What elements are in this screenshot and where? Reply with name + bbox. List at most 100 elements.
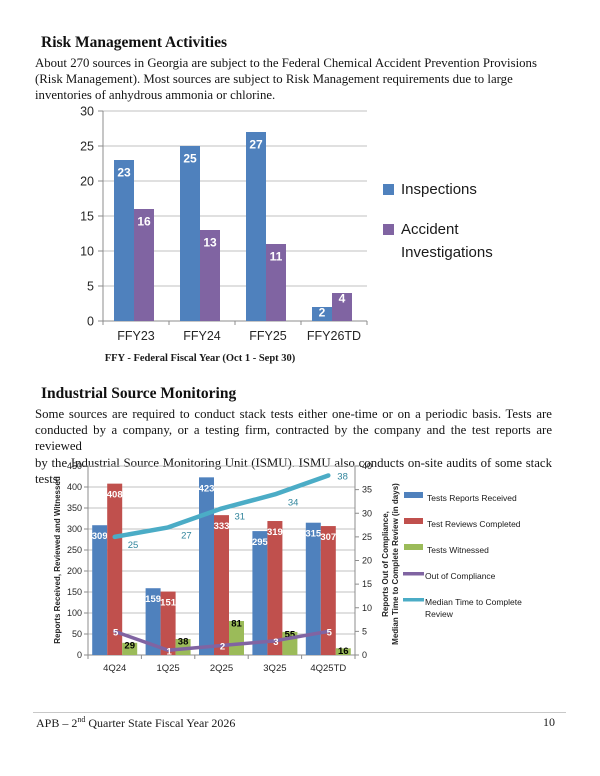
category-label: 2Q25 — [210, 663, 233, 674]
bar-data-label: 319 — [267, 527, 283, 538]
right-axis-title: Median Time to Complete Review (in days) — [391, 483, 400, 645]
category-label: FFY25 — [249, 329, 287, 343]
bar-data-label: 315 — [305, 529, 322, 540]
line-data-label: 5 — [113, 627, 119, 638]
paragraph-line: About 270 sources in Georgia are subject… — [35, 56, 537, 70]
bar-data-label: 307 — [320, 532, 336, 543]
category-label: FFY23 — [117, 329, 155, 343]
legend-marker — [383, 184, 394, 195]
bar-data-label: 29 — [124, 640, 135, 651]
legend-label: Out of Compliance — [425, 571, 496, 581]
risk-management-chart: 0 5 10 15 20 25 30 23 16 FFY23 25 13 FFY24 27 11 FFY25 2… — [80, 105, 493, 364]
line-data-label: 34 — [288, 497, 299, 508]
left-axis-title: Reports Received, Reviewed and Witnessed — [53, 476, 62, 644]
footer-divider — [33, 712, 566, 713]
y-tick-label: 30 — [80, 105, 94, 119]
category-label: 4Q25TD — [310, 663, 346, 674]
line-data-label: 1 — [166, 646, 172, 657]
legend-marker — [403, 572, 424, 576]
footer-text: APB – 2nd Quarter State Fiscal Year 2026 — [36, 715, 235, 731]
right-tick-label: 25 — [362, 532, 372, 542]
y-tick-label: 10 — [80, 245, 94, 259]
bar-data-label: 295 — [252, 537, 269, 548]
right-tick-label: 20 — [362, 556, 372, 566]
bar-data-label: 13 — [203, 236, 217, 250]
right-tick-label: 40 — [362, 461, 372, 471]
left-tick-label: 100 — [67, 608, 82, 618]
line-data-label: 3 — [273, 637, 278, 648]
left-tick-label: 250 — [67, 545, 82, 555]
legend-label: Test Reviews Completed — [427, 519, 521, 529]
bar-data-label: 25 — [183, 152, 197, 166]
legend-marker — [383, 224, 394, 235]
bar-data-label: 423 — [199, 483, 215, 494]
y-tick-label: 20 — [80, 175, 94, 189]
bar-tests-witnessed — [229, 620, 244, 655]
legend-label: Inspections — [401, 181, 477, 198]
bar-tests-reports-received — [199, 477, 214, 655]
bar-inspections — [180, 146, 200, 321]
left-tick-label: 50 — [72, 629, 82, 639]
bar-data-label: 159 — [145, 594, 161, 605]
legend-marker — [403, 598, 424, 602]
left-tick-label: 200 — [67, 566, 82, 576]
right-tick-label: 0 — [362, 650, 367, 660]
bar-tests-reports-received — [92, 525, 108, 655]
right-tick-label: 15 — [362, 579, 372, 589]
bar-data-label: 408 — [107, 490, 123, 501]
bar-test-reviews-completed — [320, 526, 336, 655]
section-heading-industrial-source-monitoring: Industrial Source Monitoring — [41, 385, 237, 402]
bar-data-label: 23 — [117, 166, 131, 180]
section-heading-risk-management: Risk Management Activities — [41, 34, 227, 51]
footer-text-suffix: Quarter State Fiscal Year 2026 — [85, 716, 236, 730]
bar-test-reviews-completed — [160, 591, 176, 655]
bar-tests-reports-received — [252, 531, 268, 655]
legend-label: Tests Reports Received — [427, 493, 517, 503]
left-tick-label: 400 — [67, 482, 82, 492]
legend-marker — [404, 492, 423, 498]
right-axis-title: Reports Out of Compliance, — [381, 511, 390, 617]
right-tick-label: 30 — [362, 508, 372, 518]
bar-test-reviews-completed — [214, 515, 229, 655]
legend-label: Median Time to Complete — [425, 597, 522, 607]
bar-test-reviews-completed — [107, 483, 123, 655]
bar-data-label: 16 — [338, 646, 349, 657]
right-tick-label: 35 — [362, 485, 372, 495]
bar-data-label: 55 — [285, 629, 296, 640]
bar-inspections — [312, 307, 332, 321]
bar-tests-reports-received — [305, 522, 321, 655]
bar-accident-investigations — [266, 244, 286, 321]
left-tick-label: 450 — [67, 461, 82, 471]
bar-data-label: 11 — [270, 250, 283, 264]
bar-tests-reports-received — [145, 588, 161, 655]
category-label: 4Q24 — [103, 663, 126, 674]
legend-label: Tests Witnessed — [427, 545, 489, 555]
footer-text-superscript: nd — [77, 715, 86, 724]
left-tick-label: 150 — [67, 587, 82, 597]
line-data-label: 25 — [128, 540, 139, 551]
right-tick-label: 10 — [362, 603, 372, 613]
bar-accident-investigations — [332, 293, 352, 321]
bar-data-label: 4 — [339, 292, 346, 306]
page-number: 10 — [543, 715, 555, 729]
y-tick-label: 5 — [87, 280, 94, 294]
legend-marker — [404, 544, 423, 550]
legend-label: Review — [425, 609, 454, 619]
industrial-source-monitoring-chart: 0501001502002503003504004500510152025303… — [53, 461, 522, 674]
category-label: FFY26TD — [307, 329, 361, 343]
left-tick-label: 300 — [67, 524, 82, 534]
risk-management-paragraph: About 270 sources in Georgia are subject… — [35, 55, 552, 104]
bar-data-label: 309 — [92, 531, 108, 542]
legend-label: Investigations — [401, 244, 493, 261]
bar-accident-investigations — [200, 230, 220, 321]
legend-label: Accident — [401, 221, 459, 238]
y-tick-label: 25 — [80, 140, 94, 154]
line-out-of-compliance — [112, 629, 331, 653]
paragraph-line: (Risk Management). Most sources are subj… — [35, 72, 513, 87]
right-tick-label: 5 — [362, 626, 367, 636]
bar-tests-witnessed — [122, 642, 138, 655]
paragraph-line: Some sources are required to conduct sta… — [35, 407, 552, 421]
line-data-label: 27 — [181, 530, 192, 541]
line-data-label: 2 — [220, 642, 225, 653]
line-data-label: 31 — [235, 512, 246, 523]
